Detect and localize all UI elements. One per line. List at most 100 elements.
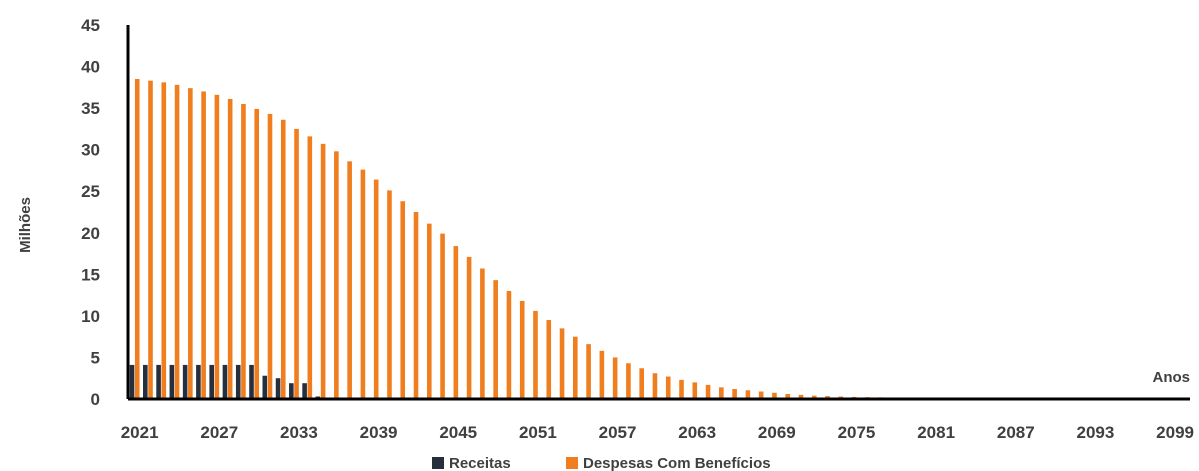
x-tick-label: 2051 (519, 423, 557, 442)
bar-despesas-2031 (267, 113, 273, 400)
y-axis-title: Milhões (17, 197, 34, 253)
bar-despesas-2054 (573, 336, 578, 399)
y-tick-labels: 0 5 10 15 20 25 30 35 40 45 (81, 16, 100, 409)
x-tick-label: 2093 (1077, 423, 1115, 442)
bar-despesas-2062 (679, 379, 684, 399)
bar-despesas-2050 (519, 300, 525, 399)
bar-despesas-2068 (758, 391, 764, 399)
bar-receitas-2029 (235, 364, 241, 399)
bar-despesas-2058 (626, 363, 631, 399)
x-tick-label: 2075 (838, 423, 876, 442)
bar-despesas-2023 (161, 82, 167, 399)
x-tick-labels: 2021 2027 2033 2039 2045 2051 2057 2063 2069 2075… (121, 423, 1194, 442)
bar-despesas-2043 (426, 223, 432, 399)
bar-despesas-2030 (254, 108, 260, 399)
bar-despesas-2045 (453, 246, 459, 399)
x-tick-label: 2087 (997, 423, 1035, 442)
bar-despesas-2025 (188, 88, 193, 399)
bar-despesas-2044 (440, 233, 445, 399)
bar-despesas-2021 (134, 79, 140, 400)
y-tick-label: 40 (81, 58, 100, 77)
y-tick-label: 0 (91, 390, 100, 409)
x-tick-label: 2069 (758, 423, 796, 442)
legend-label-receitas: Receitas (449, 455, 511, 471)
bar-despesas-2038 (360, 169, 366, 399)
bar-receitas-2027 (209, 364, 214, 399)
bar-despesas-2064 (705, 384, 711, 399)
bar-receitas-2025 (182, 364, 188, 399)
bar-despesas-2070 (785, 394, 791, 399)
x-tick-label: 2021 (121, 423, 159, 442)
bar-despesas-2027 (214, 94, 220, 399)
bar-despesas-2049 (506, 290, 512, 399)
bar-despesas-2061 (665, 376, 671, 399)
bar-receitas-2028 (222, 364, 228, 399)
bar-despesas-2057 (612, 357, 618, 399)
x-tick-label: 2063 (678, 423, 716, 442)
bar-receitas-2030 (249, 364, 254, 399)
x-axis-title: Anos (1153, 369, 1191, 386)
bar-despesas-2047 (480, 268, 485, 399)
bar-despesas-2066 (732, 389, 737, 399)
bar-despesas-2042 (413, 212, 419, 399)
bar-despesas-2028 (227, 98, 233, 399)
bar-despesas-2052 (546, 320, 552, 399)
y-tick-label: 5 (91, 348, 100, 367)
bar-despesas-2046 (466, 256, 472, 399)
bar-despesas-2024 (174, 84, 180, 399)
y-tick-label: 10 (81, 307, 100, 326)
bar-despesas-2065 (719, 387, 724, 399)
y-tick-label: 15 (81, 265, 100, 284)
legend: Receitas Despesas Com Benefícios (432, 455, 771, 471)
bar-despesas-2036 (334, 151, 339, 399)
bar-despesas-2071 (798, 394, 804, 399)
legend-swatch-receitas (432, 457, 444, 469)
bar-despesas-2032 (280, 119, 286, 399)
y-tick-label: 25 (81, 182, 100, 201)
bar-despesas-2026 (201, 91, 206, 400)
bar-despesas-2072 (811, 395, 817, 399)
bar-receitas-2022 (143, 364, 148, 399)
bar-despesas-2029 (241, 103, 246, 400)
legend-label-despesas: Despesas Com Benefícios (583, 455, 771, 471)
y-tick-label: 45 (81, 16, 100, 35)
bar-despesas-2039 (373, 179, 379, 399)
bar-despesas-2037 (347, 161, 352, 399)
bar-despesas-2063 (692, 382, 698, 399)
bar-despesas-2053 (559, 328, 565, 399)
x-tick-label: 2081 (917, 423, 955, 442)
bar-despesas-2051 (533, 310, 538, 399)
y-tick-label: 30 (81, 141, 100, 160)
bar-despesas-2056 (599, 350, 605, 399)
bar-despesas-2022 (148, 80, 153, 400)
bar-receitas-2032 (275, 378, 281, 399)
bar-despesas-2069 (772, 392, 777, 399)
bar-despesas-2067 (745, 390, 751, 399)
x-tick-label: 2057 (599, 423, 637, 442)
bar-despesas-2048 (493, 280, 498, 399)
bar-receitas-2021 (129, 364, 135, 399)
x-tick-label: 2033 (280, 423, 318, 442)
bar-despesas-2034 (307, 136, 313, 399)
bar-despesas-2035 (320, 143, 326, 399)
bar-despesas-2055 (586, 344, 591, 399)
y-tick-label: 20 (81, 224, 100, 243)
bar-receitas-2031 (262, 375, 268, 399)
bar-receitas-2034 (302, 383, 307, 399)
x-tick-label: 2027 (200, 423, 238, 442)
bar-receitas-2033 (289, 383, 294, 399)
bars-group (129, 79, 937, 400)
x-tick-label: 2045 (439, 423, 477, 442)
y-tick-label: 35 (81, 99, 100, 118)
bar-despesas-2033 (294, 128, 299, 399)
bar-despesas-2060 (652, 373, 658, 399)
legend-swatch-despesas (566, 457, 578, 469)
bar-receitas-2023 (156, 364, 161, 399)
x-tick-label: 2099 (1156, 423, 1194, 442)
bar-receitas-2026 (196, 364, 201, 399)
x-tick-label: 2039 (360, 423, 398, 442)
bar-despesas-2040 (387, 190, 392, 399)
bar-receitas-2024 (169, 364, 175, 399)
bar-despesas-2041 (400, 201, 406, 399)
